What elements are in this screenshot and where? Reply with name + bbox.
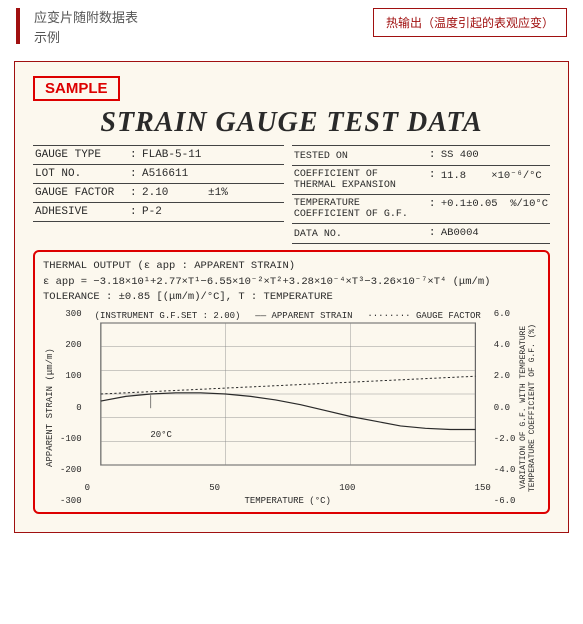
chart-box: THERMAL OUTPUT (ε app : APPARENT STRAIN)… [33,250,550,514]
ylabel-left: APPARENT STRAIN (μm/m) [43,309,57,506]
twenty-label: 20°C [150,430,172,440]
chart-header: THERMAL OUTPUT (ε app : APPARENT STRAIN)… [43,259,540,305]
row-lot-no: LOT NO.:A516611 [33,164,284,183]
data-sheet: SAMPLE STRAIN GAUGE TEST DATA GAUGE TYPE… [14,61,569,533]
row-cte: COEFFICIENT OF THERMAL EXPANSION:11.8 ×1… [292,165,550,194]
row-gauge-factor: GAUGE FACTOR:2.10 ±1% [33,183,284,202]
info-col-left: GAUGE TYPE:FLAB-5-11 LOT NO.:A516611 GAU… [33,145,284,244]
header-line2: 示例 [34,28,138,48]
chart-header-2: ε app = −3.18×10¹+2.77×T¹−6.55×10⁻²×T²+3… [43,275,540,290]
ylabel-right: VARIATION OF G.F. WITH TEMPERATURE TEMPE… [518,309,540,506]
row-tcgf: TEMPERATURE COEFFICIENT OF G.F.:+0.1±0.0… [292,194,550,223]
info-col-right: TESTED ON:SS 400 COEFFICIENT OF THERMAL … [292,145,550,244]
xticks: 050100150 [85,483,491,493]
plot: (INSTRUMENT G.F.SET : 2.00) —— APPARENT … [85,309,491,506]
header-line1: 应变片随附数据表 [34,8,138,28]
legend-left: (INSTRUMENT G.F.SET : 2.00) [95,311,241,321]
chart-header-1: THERMAL OUTPUT (ε app : APPARENT STRAIN) [43,259,540,274]
legend-mid: —— APPARENT STRAIN [255,311,352,321]
header-right-box: 热输出（温度引起的表观应变） [373,8,567,37]
row-data-no: DATA NO.:AB0004 [292,223,550,244]
sheet-title: STRAIN GAUGE TEST DATA [33,107,550,139]
xlabel: TEMPERATURE (°C) [85,496,491,506]
header-accent [16,8,20,44]
row-gauge-type: GAUGE TYPE:FLAB-5-11 [33,145,284,164]
legend-right: ········ GAUGE FACTOR [367,311,480,321]
yticks-left: 3002001000-100-200-300 [57,309,85,506]
header-left: 应变片随附数据表 示例 [34,8,138,47]
chart-svg [85,309,491,479]
row-adhesive: ADHESIVE:P-2 [33,202,284,222]
legend: (INSTRUMENT G.F.SET : 2.00) —— APPARENT … [95,311,481,321]
row-tested-on: TESTED ON:SS 400 [292,145,550,165]
sample-badge: SAMPLE [33,76,120,101]
yticks-right: 6.04.02.00.0-2.0-4.0-6.0 [491,309,519,506]
info-grid: GAUGE TYPE:FLAB-5-11 LOT NO.:A516611 GAU… [33,145,550,244]
chart-area: APPARENT STRAIN (μm/m) 3002001000-100-20… [43,309,540,506]
chart-header-3: TOLERANCE : ±0.85 [(μm/m)/°C], T : TEMPE… [43,290,540,305]
header-bar: 应变片随附数据表 示例 热输出（温度引起的表观应变） [0,0,583,55]
